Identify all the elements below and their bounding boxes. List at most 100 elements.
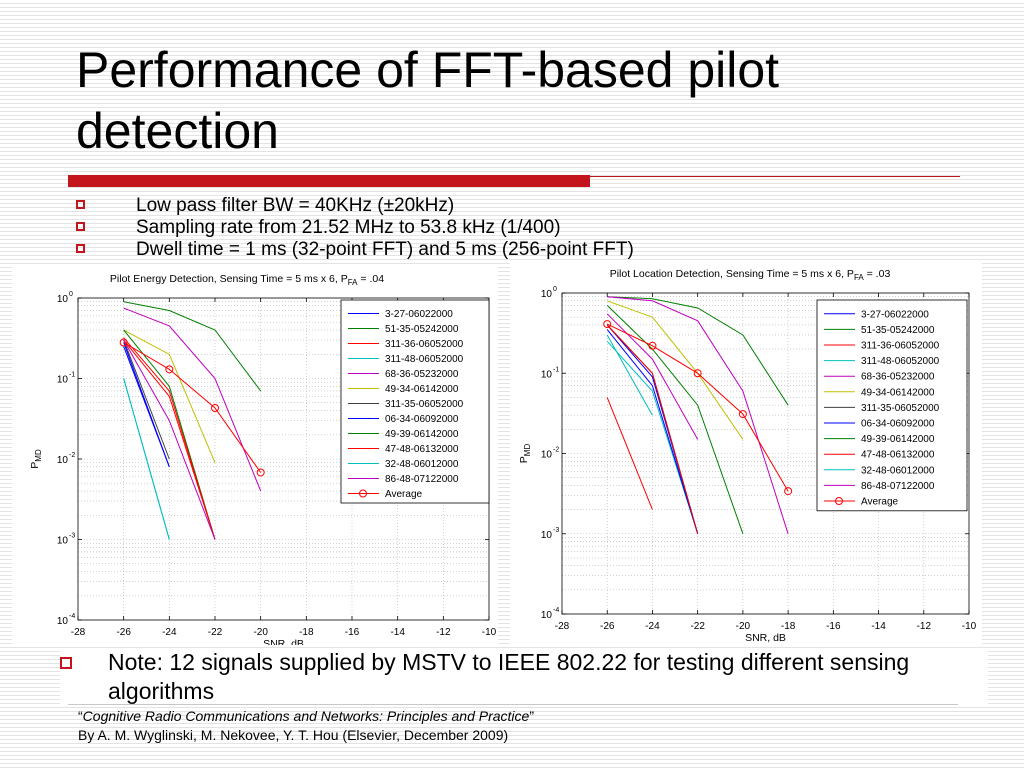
legend-box: [816, 299, 968, 512]
square-bullet-icon: [76, 200, 85, 209]
legend-label: 311-36-06052000: [861, 341, 940, 352]
legend-label: 311-35-06052000: [385, 399, 464, 410]
legend-label: 47-48-06132000: [861, 450, 935, 461]
y-tick-exponent: -4: [553, 607, 559, 614]
x-tick-label: -24: [162, 627, 177, 638]
y-tick-label: 10: [541, 289, 553, 300]
legend-label: 86-48-07122000: [861, 481, 935, 492]
bullet-text: Dwell time = 1 ms (32-point FFT) and 5 m…: [136, 239, 634, 260]
chart-title-suffix: = .04: [358, 273, 385, 285]
square-bullet-icon: [76, 244, 85, 253]
x-tick-label: -28: [71, 627, 86, 638]
series-line: [123, 339, 216, 540]
legend-label: 49-39-06142000: [861, 434, 935, 445]
x-tick-label: -10: [962, 621, 977, 632]
square-bullet-icon: [76, 222, 85, 231]
series-line: [607, 296, 789, 406]
x-tick-label: -26: [600, 621, 615, 632]
series-line: [123, 329, 216, 463]
y-tick-label: 10: [541, 450, 553, 461]
y-axis-label-text: P: [29, 462, 41, 469]
average-marker: [165, 365, 174, 374]
average-marker: [738, 410, 747, 419]
legend-marker: [359, 489, 367, 498]
y-axis-label-subscript: MD: [523, 444, 532, 457]
y-tick-label: 10: [541, 610, 553, 621]
legend-label: Average: [861, 497, 899, 508]
x-tick-label: -18: [299, 627, 314, 638]
title-accent-bar: [68, 175, 590, 187]
x-tick-label: -20: [253, 627, 268, 638]
y-tick-exponent: -2: [69, 452, 75, 459]
series-line: [123, 307, 262, 492]
y-tick-label: 10: [57, 455, 69, 466]
average-marker: [784, 487, 793, 496]
series-line: [123, 337, 216, 540]
y-axis-label-text: P: [518, 456, 530, 463]
x-tick-label: -16: [345, 627, 360, 638]
y-tick-exponent: -3: [553, 527, 559, 534]
citation: “Cognitive Radio Communications and Netw…: [78, 707, 534, 745]
legend-label: 47-48-06132000: [385, 444, 459, 455]
footer-divider: [68, 704, 958, 705]
legend-label: 311-35-06052000: [861, 403, 940, 414]
series-line: [606, 313, 699, 440]
series-line: [606, 305, 744, 534]
series-line: [123, 301, 262, 392]
x-axis-label: SNR, dB: [263, 638, 304, 645]
legend-label: 68-36-05232000: [385, 369, 459, 380]
y-tick-label: 10: [57, 375, 69, 386]
series-line: [606, 334, 653, 416]
average-marker: [603, 320, 612, 329]
chart-location-detection: -28 -26 -24 -22 -20 -18 -16 -14 -12 -10 10 0 10 -1 10-…: [510, 263, 982, 647]
x-tick-label: -22: [208, 627, 223, 638]
chart-title-text: Pilot Energy Detection, Sensing Time = 5…: [110, 273, 348, 285]
x-tick-label: -12: [917, 621, 932, 632]
legend-label: 68-36-05232000: [861, 372, 935, 383]
y-tick-label: 10: [541, 530, 553, 541]
legend-label: 3-27-06022000: [385, 309, 453, 320]
series-line: [123, 339, 170, 460]
legend-label: 49-34-06142000: [861, 387, 935, 398]
bullet-item: Sampling rate from 21.52 MHz to 53.8 kHz…: [76, 217, 634, 239]
average-marker: [648, 341, 657, 350]
average-marker: [693, 369, 702, 378]
legend-label: 32-48-06012000: [861, 465, 935, 476]
x-tick-label: -12: [436, 627, 451, 638]
series-line: [607, 300, 744, 440]
note-bullet: Note: 12 signals supplied by MSTV to IEE…: [60, 648, 988, 706]
y-axis-label-subscript: MD: [34, 449, 43, 462]
x-tick-label: -22: [690, 621, 705, 632]
bullet-text: Sampling rate from 21.52 MHz to 53.8 kHz…: [136, 217, 561, 238]
chart-title: Pilot Energy Detection, Sensing Time = 5…: [110, 273, 384, 287]
legend-label: 51-35-05242000: [861, 325, 935, 336]
x-tick-label: -24: [645, 621, 660, 632]
series-line: [123, 378, 170, 540]
citation-authors: By A. M. Wyglinski, M. Nekovee, Y. T. Ho…: [78, 727, 509, 743]
y-tick-exponent: 0: [553, 286, 557, 293]
legend-label: 3-27-06022000: [861, 309, 929, 320]
legend-label: 49-39-06142000: [385, 429, 459, 440]
citation-book-title: Cognitive Radio Communications and Netwo…: [82, 708, 530, 724]
x-tick-label: -14: [871, 621, 886, 632]
legend-label: 311-36-06052000: [385, 339, 464, 350]
legend-label: 06-34-06092000: [385, 414, 459, 425]
bullet-text: Low pass filter BW = 40KHz (±20kHz): [136, 195, 455, 216]
legend-label: 49-34-06142000: [385, 384, 459, 395]
y-tick-label: 10: [57, 294, 69, 305]
series-line: [607, 296, 789, 534]
square-bullet-icon: [60, 657, 72, 669]
x-tick-label: -10: [482, 627, 497, 638]
y-tick-label: 10: [57, 536, 69, 547]
legend-marker: [835, 497, 843, 505]
y-axis-label: PMD: [518, 444, 532, 464]
y-tick-exponent: -4: [69, 613, 75, 620]
citation-title-line: “Cognitive Radio Communications and Netw…: [78, 707, 534, 726]
series-line: [606, 397, 653, 510]
legend-label: Average: [385, 489, 423, 500]
y-tick-label: 10: [541, 369, 553, 380]
average-marker: [211, 404, 219, 413]
x-tick-label: -16: [826, 621, 841, 632]
bullet-item: Low pass filter BW = 40KHz (±20kHz): [76, 195, 634, 217]
